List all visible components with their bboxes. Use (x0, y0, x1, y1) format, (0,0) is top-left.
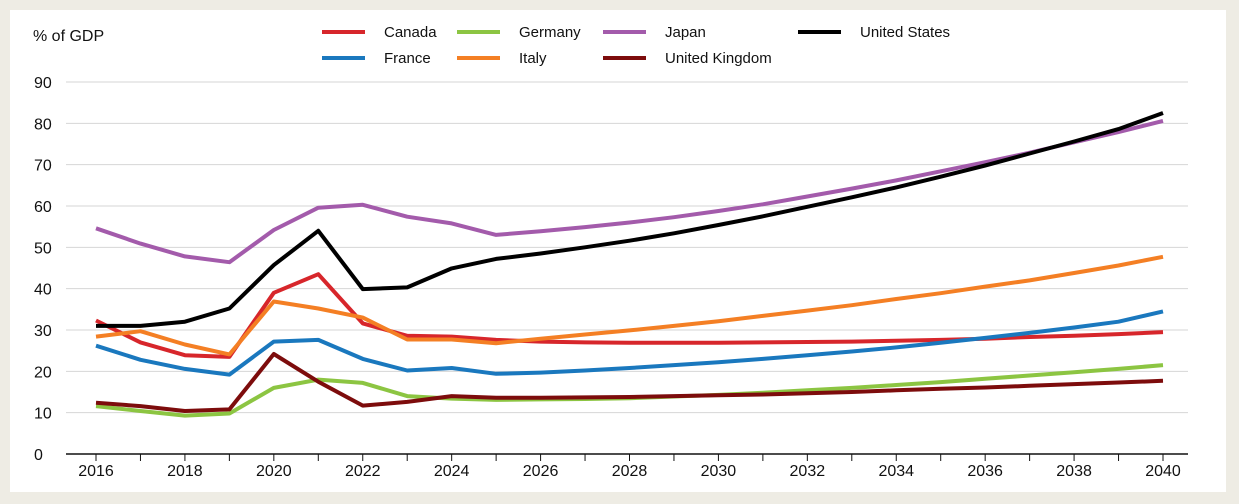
series-line-united-states (96, 111, 1164, 328)
series-line-france (95, 309, 1164, 377)
y-tick-label: 50 (34, 240, 52, 257)
x-tick-label: 2024 (434, 463, 470, 480)
legend-label: Germany (519, 24, 581, 41)
legend-label: France (384, 50, 431, 67)
y-tick-label: 20 (34, 364, 52, 381)
legend-label: Italy (519, 50, 547, 67)
series-lines (95, 111, 1164, 418)
legend: Canada France Germany Italy Japan United King… (322, 24, 950, 67)
x-tick-label: 2036 (967, 463, 1003, 480)
series-line-italy (95, 254, 1164, 357)
y-tick-label: 70 (34, 158, 52, 175)
y-tick-label: 30 (34, 323, 52, 340)
x-tick-label: 2020 (256, 463, 292, 480)
x-tick-label: 2026 (523, 463, 559, 480)
y-tick-label: 10 (34, 406, 52, 423)
x-tick-label: 2030 (701, 463, 737, 480)
y-tick-label: 60 (34, 199, 52, 216)
y-tick-label: 40 (34, 282, 52, 299)
legend-label: Japan (665, 24, 706, 41)
y-tick-label: 90 (34, 75, 52, 92)
y-tick-label: 80 (34, 116, 52, 133)
series-line-germany (95, 363, 1164, 418)
legend-label: Canada (384, 24, 437, 41)
y-tick-label: 0 (34, 447, 43, 464)
legend-label: United Kingdom (665, 50, 772, 67)
x-tick-label: 2016 (78, 463, 114, 480)
y-axis-label: % of GDP (33, 28, 104, 45)
x-tick-label: 2040 (1145, 463, 1181, 480)
x-tick-label: 2038 (1056, 463, 1092, 480)
x-tick-label: 2032 (790, 463, 826, 480)
x-tick-label: 2028 (612, 463, 648, 480)
x-tick-label: 2022 (345, 463, 381, 480)
series-line-japan (95, 118, 1164, 265)
series-line-united-kingdom (95, 352, 1164, 413)
x-tick-label: 2018 (167, 463, 203, 480)
x-tick-label: 2034 (878, 463, 914, 480)
gridlines (66, 81, 1188, 414)
series-line-canada (95, 272, 1164, 359)
legend-label: United States (860, 24, 950, 41)
